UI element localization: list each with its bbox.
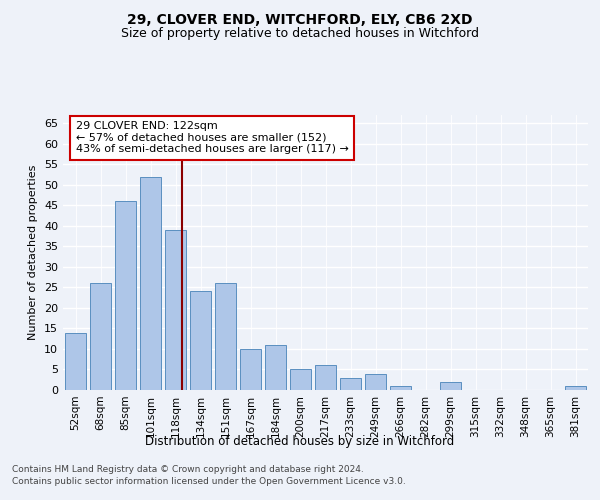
Bar <box>290 370 311 390</box>
Bar <box>265 345 286 390</box>
Text: Contains public sector information licensed under the Open Government Licence v3: Contains public sector information licen… <box>12 478 406 486</box>
Bar <box>190 292 211 390</box>
Bar <box>65 332 86 390</box>
Bar <box>365 374 386 390</box>
Text: 29, CLOVER END, WITCHFORD, ELY, CB6 2XD: 29, CLOVER END, WITCHFORD, ELY, CB6 2XD <box>127 12 473 26</box>
Text: Contains HM Land Registry data © Crown copyright and database right 2024.: Contains HM Land Registry data © Crown c… <box>12 465 364 474</box>
Bar <box>240 349 261 390</box>
Bar <box>565 386 586 390</box>
Bar <box>140 176 161 390</box>
Bar <box>340 378 361 390</box>
Bar <box>315 366 336 390</box>
Bar <box>440 382 461 390</box>
Bar <box>215 284 236 390</box>
Text: Size of property relative to detached houses in Witchford: Size of property relative to detached ho… <box>121 28 479 40</box>
Bar <box>90 284 111 390</box>
Bar <box>115 201 136 390</box>
Y-axis label: Number of detached properties: Number of detached properties <box>28 165 38 340</box>
Bar <box>390 386 411 390</box>
Bar <box>165 230 186 390</box>
Text: 29 CLOVER END: 122sqm
← 57% of detached houses are smaller (152)
43% of semi-det: 29 CLOVER END: 122sqm ← 57% of detached … <box>76 121 349 154</box>
Text: Distribution of detached houses by size in Witchford: Distribution of detached houses by size … <box>145 435 455 448</box>
